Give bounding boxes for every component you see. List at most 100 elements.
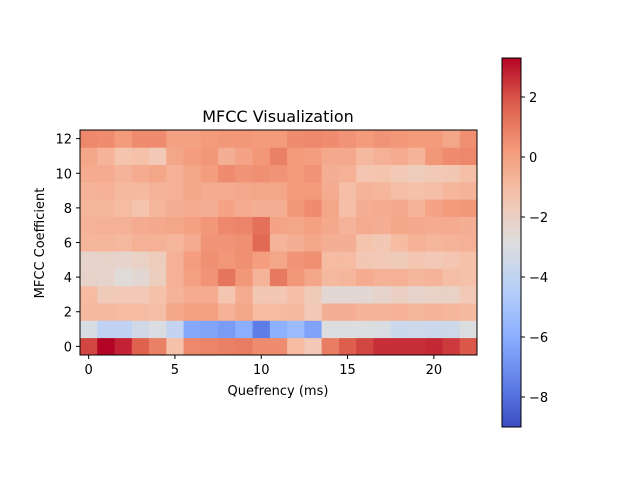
heatmap-cell [253,234,271,252]
heatmap-cell [287,217,305,235]
heatmap-cell [460,165,478,183]
heatmap-cell [322,303,340,321]
heatmap-cell [184,286,202,304]
heatmap-cell [253,165,271,183]
heatmap-cell [425,251,443,269]
heatmap-cell [287,286,305,304]
heatmap-cell [149,320,167,338]
heatmap-cell [166,303,184,321]
heatmap-cell [235,182,253,200]
heatmap-cell [132,182,150,200]
heatmap-cell [218,147,236,165]
heatmap-cell [235,234,253,252]
heatmap-cell [115,338,133,356]
heatmap-cell [149,130,167,148]
heatmap-cell [132,217,150,235]
heatmap-cell [218,199,236,217]
heatmap-cell [339,147,357,165]
heatmap-cell [80,268,98,286]
heatmap-cell [235,338,253,356]
colorbar-tick-label: −6 [529,331,548,346]
heatmap-cell [442,338,460,356]
heatmap-cell [356,286,374,304]
heatmap-cell [80,147,98,165]
heatmap-cell [80,338,98,356]
heatmap-cell [253,286,271,304]
heatmap-cell [304,234,322,252]
heatmap-cell [442,182,460,200]
heatmap-cell [408,147,426,165]
heatmap-cell [235,217,253,235]
heatmap-cell [149,303,167,321]
heatmap-cell [373,320,391,338]
heatmap-cell [356,303,374,321]
heatmap-cell [391,286,409,304]
heatmap-cell [218,320,236,338]
heatmap-cell [322,338,340,356]
heatmap-cell [218,251,236,269]
heatmap-cell [132,130,150,148]
heatmap-cell [322,130,340,148]
heatmap-cell [442,268,460,286]
heatmap-cell [270,217,288,235]
heatmap-cell [80,165,98,183]
heatmap-cell [184,217,202,235]
heatmap-cell [270,182,288,200]
heatmap-cell [408,199,426,217]
heatmap-cell [253,182,271,200]
heatmap-cell [408,320,426,338]
heatmap-cell [460,338,478,356]
heatmap-cell [442,199,460,217]
heatmap-cell [460,199,478,217]
heatmap-cell [149,147,167,165]
heatmap-cell [339,320,357,338]
heatmap-cell [115,165,133,183]
heatmap-cell [184,199,202,217]
heatmap-cell [149,251,167,269]
heatmap-cell [304,165,322,183]
heatmap-cell [235,165,253,183]
heatmap-cell [80,286,98,304]
heatmap-cell [166,286,184,304]
colorbar-tick-label: 0 [529,151,537,166]
heatmap-cell [339,182,357,200]
heatmap-cell [391,268,409,286]
heatmap-cell [115,130,133,148]
heatmap-cell [373,268,391,286]
y-tick-label: 0 [64,340,72,355]
heatmap-cell [201,268,219,286]
heatmap-cell [201,182,219,200]
heatmap-cell [80,303,98,321]
heatmap-cell [442,234,460,252]
heatmap-cell [425,130,443,148]
heatmap-cell [97,286,115,304]
heatmap-cell [391,338,409,356]
heatmap-cell [304,147,322,165]
x-axis-label: Quefrency (ms) [228,384,329,399]
heatmap-cell [235,199,253,217]
heatmap-cell [373,130,391,148]
heatmap-cell [356,165,374,183]
heatmap-cell [408,338,426,356]
heatmap-cell [322,268,340,286]
heatmap-cell [460,147,478,165]
heatmap-cell [304,338,322,356]
heatmap-cell [97,268,115,286]
heatmap-cell [235,147,253,165]
heatmap-cell [218,338,236,356]
heatmap-cell [356,251,374,269]
heatmap-cell [425,147,443,165]
heatmap-cell [391,199,409,217]
heatmap-cell [322,182,340,200]
heatmap-cell [80,130,98,148]
y-tick-label: 6 [64,237,72,252]
heatmap-cell [218,286,236,304]
heatmap-cell [201,338,219,356]
heatmap-cell [218,182,236,200]
heatmap-cell [408,268,426,286]
heatmap-cell [442,147,460,165]
heatmap-cell [408,303,426,321]
heatmap-cell [201,234,219,252]
heatmap-cell [115,320,133,338]
heatmap-cell [425,286,443,304]
